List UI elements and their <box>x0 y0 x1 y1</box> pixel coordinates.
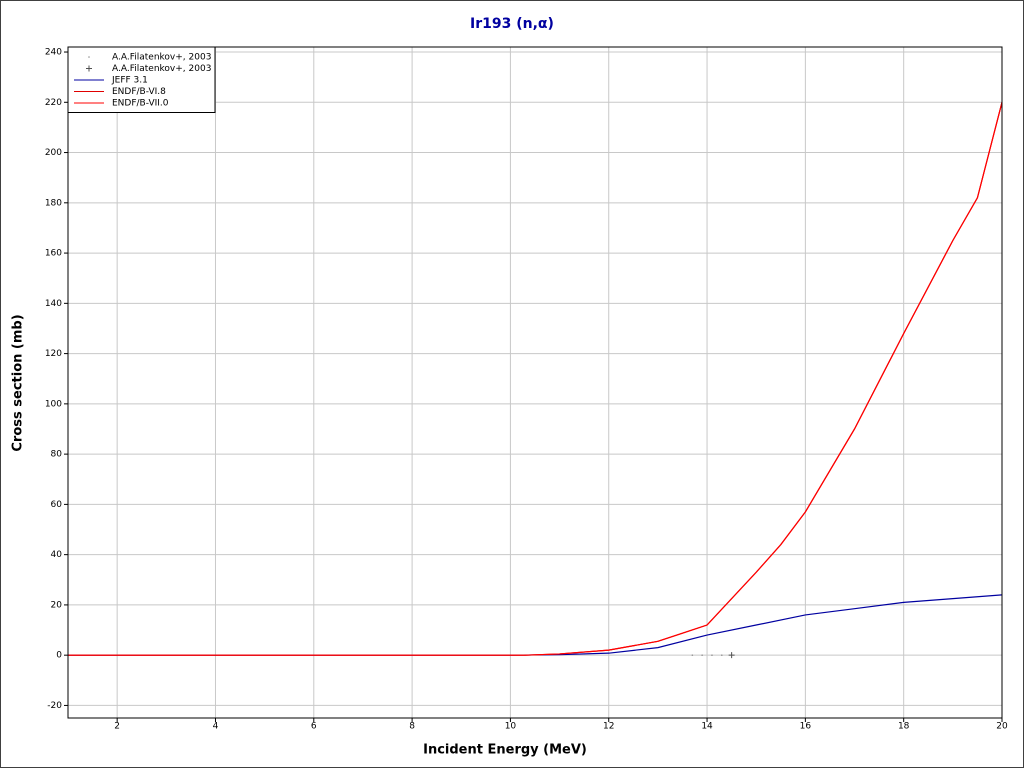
legend-label: A.A.Filatenkov+, 2003 <box>112 53 211 63</box>
chart-title: Ir193 (n,α) <box>470 16 554 32</box>
x-tick-label: 16 <box>800 722 812 732</box>
y-tick-label: -20 <box>47 701 62 711</box>
series-line <box>68 102 1003 656</box>
data-point <box>691 654 694 656</box>
y-tick-label: 80 <box>51 450 63 460</box>
legend-label: ENDF/B-VI.8 <box>112 87 166 97</box>
y-tick-label: 160 <box>45 249 62 259</box>
x-tick-label: 10 <box>505 722 517 732</box>
y-tick-label: 180 <box>45 198 62 208</box>
x-tick-label: 8 <box>409 722 415 732</box>
data-point <box>728 652 735 659</box>
legend-swatch <box>86 65 92 72</box>
y-tick-label: 20 <box>51 600 63 610</box>
y-tick-label: 0 <box>56 651 62 661</box>
legend-label: JEFF 3.1 <box>111 76 148 86</box>
y-tick-label: 120 <box>45 349 62 359</box>
y-tick-label: 200 <box>45 148 62 158</box>
plot-frame <box>67 46 1003 719</box>
x-tick-label: 20 <box>996 722 1008 732</box>
y-tick-label: 40 <box>51 550 63 560</box>
y-tick-label: 140 <box>45 299 62 309</box>
legend-swatch <box>88 56 90 58</box>
data-point <box>721 654 723 656</box>
legend-label: ENDF/B-VII.0 <box>112 99 169 109</box>
y-axis-title: Cross section (mb) <box>11 314 26 451</box>
y-tick-label: 220 <box>45 98 62 108</box>
x-axis-title: Incident Energy (MeV) <box>423 743 587 758</box>
y-tick-label: 100 <box>45 399 62 409</box>
x-tick-label: 18 <box>898 722 910 732</box>
plot-area <box>68 47 1002 718</box>
y-tick-label: 60 <box>51 500 63 510</box>
x-tick-label: 2 <box>114 722 120 732</box>
legend-label: A.A.Filatenkov+, 2003 <box>112 64 211 74</box>
x-tick-label: 4 <box>213 722 219 732</box>
x-tick-label: 14 <box>701 722 713 732</box>
y-tick-label: 240 <box>45 48 62 58</box>
x-tick-label: 6 <box>311 722 317 732</box>
data-point <box>711 654 713 656</box>
data-point <box>701 654 703 656</box>
x-tick-label: 12 <box>603 722 614 732</box>
